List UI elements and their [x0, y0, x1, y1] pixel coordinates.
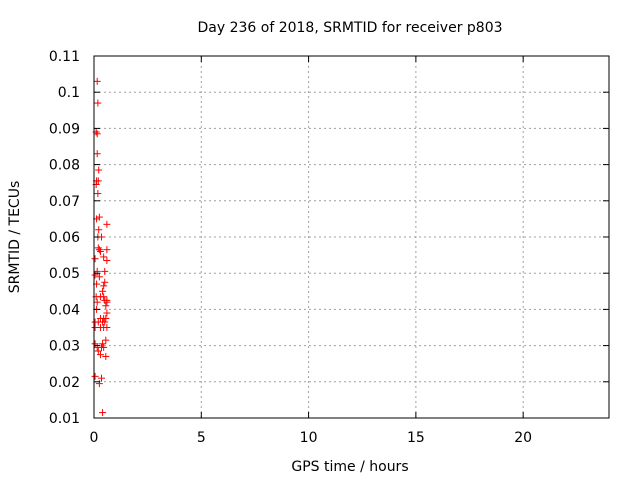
data-point	[102, 314, 110, 322]
grid	[94, 56, 609, 418]
axis-ticks	[93, 55, 609, 419]
data-point	[103, 220, 111, 228]
data-point	[95, 380, 103, 388]
y-tick-label: 0.06	[49, 230, 80, 246]
data-point	[100, 282, 108, 290]
data-point	[96, 247, 104, 255]
data-point	[94, 347, 102, 355]
y-tick-label: 0.03	[49, 339, 80, 355]
data-point	[103, 246, 111, 254]
data-point	[102, 302, 110, 310]
y-tick-label: 0.11	[49, 49, 80, 65]
data-points	[91, 77, 111, 417]
data-point	[94, 244, 102, 252]
data-point	[93, 130, 101, 138]
data-point	[98, 374, 106, 382]
y-tick-label: 0.1	[58, 85, 80, 101]
data-point	[99, 340, 107, 348]
data-point	[91, 340, 99, 348]
data-point	[99, 287, 107, 295]
data-point	[94, 190, 102, 198]
data-point	[95, 273, 103, 281]
data-point	[93, 267, 101, 275]
data-point	[103, 298, 111, 306]
y-tick-label: 0.05	[49, 266, 80, 282]
y-tick-label: 0.09	[49, 121, 80, 137]
data-point	[93, 150, 101, 158]
data-point	[100, 343, 108, 351]
x-tick-label: 10	[300, 430, 318, 446]
y-tick-label: 0.01	[49, 411, 80, 427]
data-point	[94, 177, 102, 185]
chart-title: Day 236 of 2018, SRMTID for receiver p80…	[197, 20, 502, 36]
data-point	[99, 409, 107, 417]
x-tick-label: 0	[90, 430, 99, 446]
data-point	[103, 324, 111, 331]
y-tick-label: 0.04	[49, 302, 80, 318]
x-axis-title: GPS time / hours	[291, 459, 408, 475]
data-point	[94, 99, 102, 107]
data-point	[96, 351, 104, 359]
data-point	[101, 267, 109, 275]
x-tick-label: 15	[407, 430, 425, 446]
y-tick-label: 0.07	[49, 194, 80, 210]
y-tick-label: 0.02	[49, 375, 80, 391]
data-point	[95, 213, 103, 221]
data-point	[100, 253, 108, 261]
data-point	[100, 293, 108, 301]
x-tick-label: 5	[197, 430, 206, 446]
data-point	[91, 255, 99, 263]
data-point	[95, 166, 103, 174]
data-point	[91, 372, 99, 380]
data-point	[101, 278, 109, 286]
data-point	[103, 309, 111, 317]
y-tick-label: 0.08	[49, 158, 80, 174]
data-point	[101, 318, 109, 326]
x-tick-label: 20	[514, 430, 532, 446]
y-axis-title: SRMTID / TECUs	[7, 181, 23, 294]
data-point	[93, 298, 101, 306]
data-point	[95, 246, 103, 254]
data-point	[102, 352, 110, 360]
tick-labels: 0 5 10 15 20 0.01 0.02 0.03 0.04 0.05 0.06 0.07 0.08…	[49, 49, 532, 446]
data-point	[93, 77, 101, 85]
data-point	[102, 336, 110, 344]
data-point	[103, 257, 111, 265]
data-point	[91, 271, 99, 279]
data-point	[95, 226, 103, 234]
